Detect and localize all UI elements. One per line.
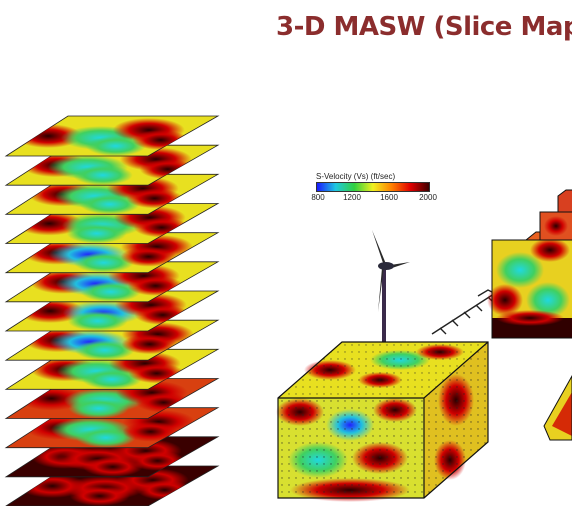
velocity-anomaly (67, 224, 127, 244)
velocity-anomaly (68, 311, 128, 331)
slice-stack (6, 116, 218, 506)
velocity-anomaly (73, 165, 133, 185)
velocity-anomaly (137, 480, 193, 500)
slice-panel-right (487, 190, 572, 440)
velocity-anomaly (70, 486, 130, 506)
masw-3d-block (276, 342, 488, 502)
velocity-anomaly (69, 399, 129, 419)
